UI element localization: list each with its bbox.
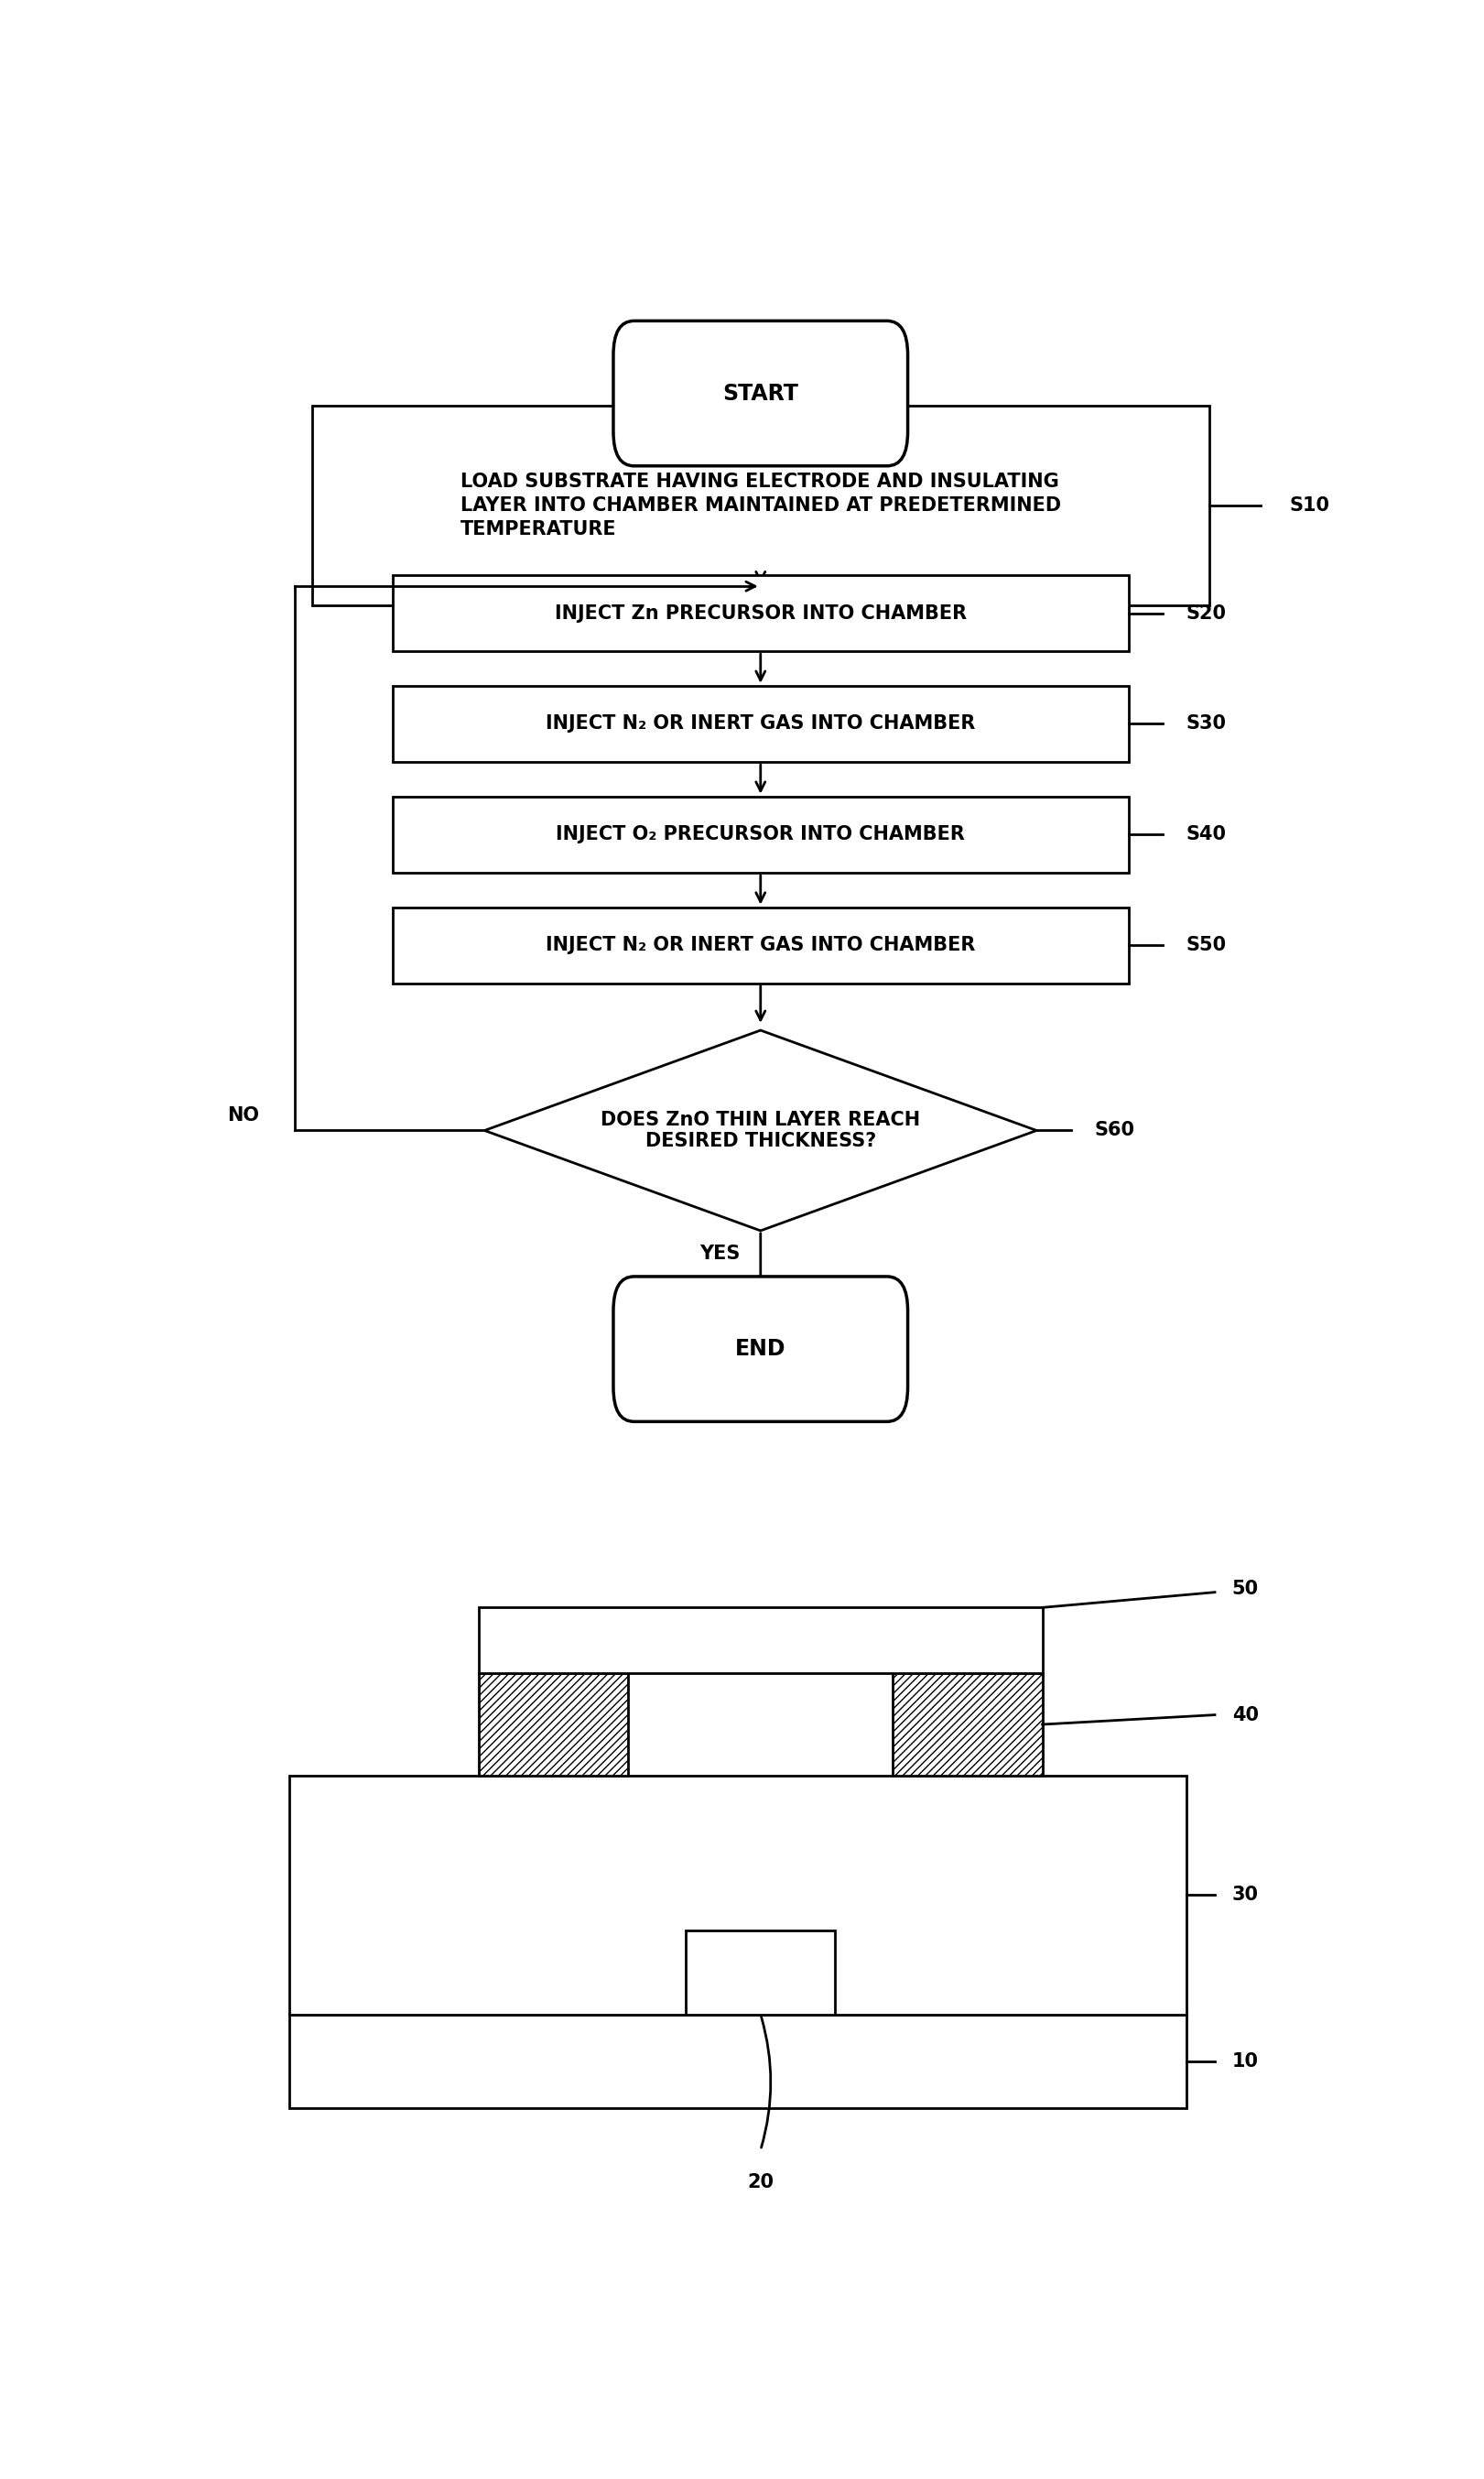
Bar [686, 1931, 835, 2015]
Bar [479, 1673, 628, 1775]
Text: FIG. 3A: FIG. 3A [668, 1299, 853, 1346]
FancyBboxPatch shape [613, 320, 908, 466]
Text: S20: S20 [1186, 605, 1226, 622]
Text: INJECT N₂ OR INERT GAS INTO CHAMBER: INJECT N₂ OR INERT GAS INTO CHAMBER [546, 714, 975, 734]
Text: NO: NO [227, 1106, 260, 1125]
Text: FIG. 2: FIG. 2 [686, 325, 835, 372]
Text: 40: 40 [1232, 1706, 1258, 1723]
Bar [392, 796, 1129, 873]
Text: INJECT Zn PRECURSOR INTO CHAMBER: INJECT Zn PRECURSOR INTO CHAMBER [555, 605, 966, 622]
Text: S40: S40 [1186, 826, 1226, 843]
Text: YES: YES [700, 1244, 741, 1262]
Bar [392, 687, 1129, 761]
Polygon shape [484, 1031, 1037, 1230]
Bar [893, 1673, 1042, 1775]
Text: START: START [723, 382, 798, 404]
FancyBboxPatch shape [613, 1277, 908, 1420]
Bar [312, 407, 1209, 605]
Text: S60: S60 [1094, 1121, 1134, 1140]
Text: 20: 20 [748, 2174, 773, 2191]
Text: END: END [735, 1339, 787, 1361]
Text: 50: 50 [1232, 1579, 1258, 1599]
Text: 10: 10 [1232, 2053, 1258, 2070]
Text: DOES ZnO THIN LAYER REACH
DESIRED THICKNESS?: DOES ZnO THIN LAYER REACH DESIRED THICKN… [601, 1111, 920, 1150]
Text: S50: S50 [1186, 937, 1226, 954]
Text: 30: 30 [1232, 1887, 1258, 1904]
Text: S30: S30 [1186, 714, 1226, 734]
Bar [392, 575, 1129, 652]
Bar [392, 907, 1129, 984]
Bar [289, 1775, 1186, 2015]
Text: LOAD SUBSTRATE HAVING ELECTRODE AND INSULATING
LAYER INTO CHAMBER MAINTAINED AT : LOAD SUBSTRATE HAVING ELECTRODE AND INSU… [460, 471, 1061, 538]
Text: S10: S10 [1290, 496, 1330, 516]
Bar [289, 2015, 1186, 2107]
Text: INJECT N₂ OR INERT GAS INTO CHAMBER: INJECT N₂ OR INERT GAS INTO CHAMBER [546, 937, 975, 954]
Text: INJECT O₂ PRECURSOR INTO CHAMBER: INJECT O₂ PRECURSOR INTO CHAMBER [556, 826, 965, 843]
Bar [479, 1606, 1042, 1673]
